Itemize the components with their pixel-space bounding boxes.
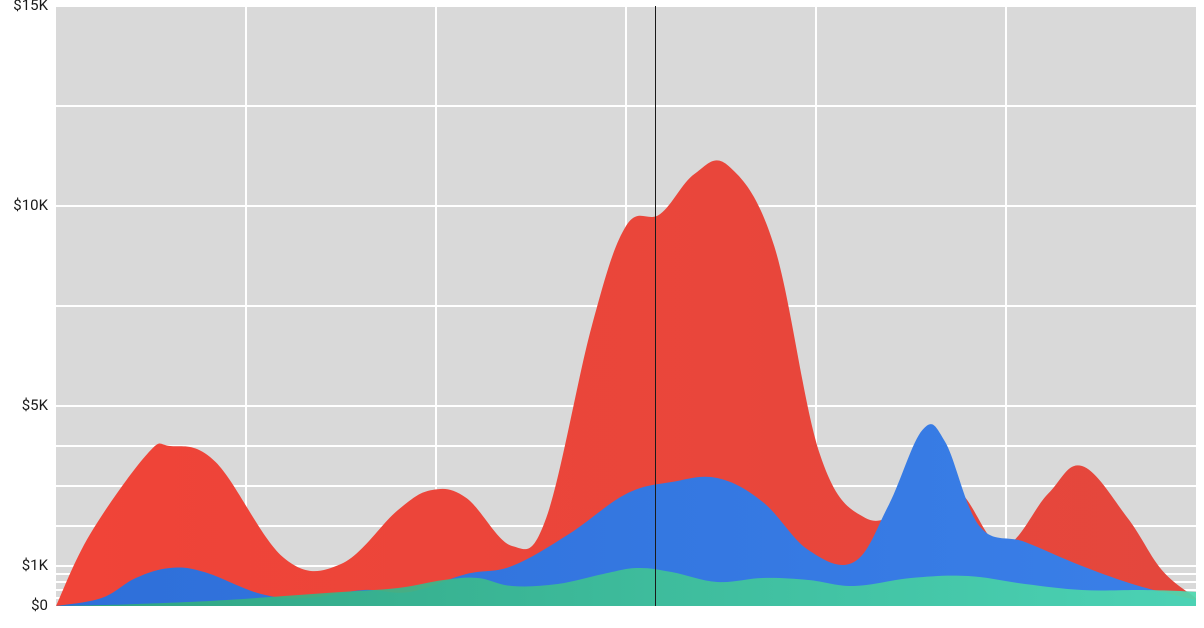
y-axis-tick-label: $1K bbox=[22, 556, 48, 574]
area-chart: $0 $1K $5K $10K $15K bbox=[0, 0, 1204, 628]
y-axis-tick-label: $5K bbox=[22, 396, 48, 414]
y-axis-tick-label: $10K bbox=[13, 196, 48, 214]
y-axis-tick-label: $0 bbox=[31, 596, 48, 614]
cursor-line bbox=[655, 6, 656, 606]
chart-areas bbox=[0, 0, 1204, 628]
y-axis-tick-label: $15K bbox=[13, 0, 48, 14]
